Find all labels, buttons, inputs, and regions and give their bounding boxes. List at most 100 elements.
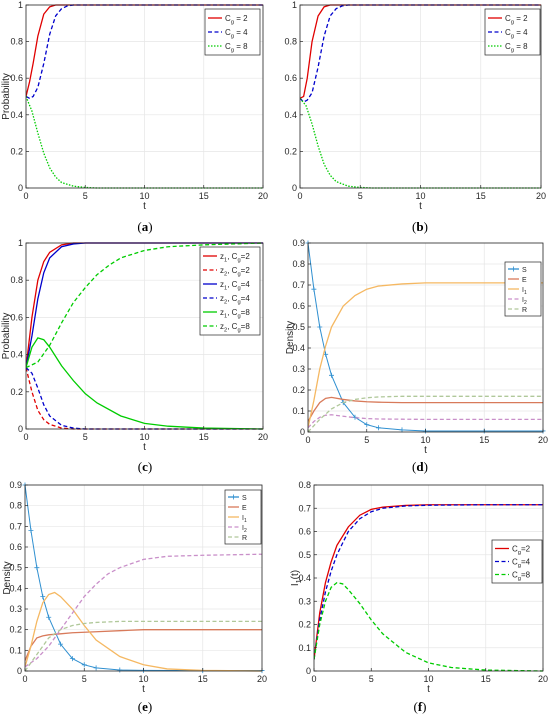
caption-a: (a) <box>137 219 152 234</box>
x-tick-label: 0 <box>22 674 27 684</box>
y-tick-label: 0.6 <box>10 312 23 322</box>
x-tick-label: 0 <box>311 674 316 684</box>
y-tick-label: 0.3 <box>9 604 22 614</box>
y-tick-label: 0.9 <box>9 480 22 490</box>
legend-label: z2, Cg=4 <box>220 294 250 305</box>
y-tick-label: 0.2 <box>292 385 305 395</box>
legend-label: z2, Cg=2 <box>220 266 250 277</box>
panel-e: 0 5 10 15 20 0 0.1 0.2 0.3 0.4 0.5 0.6 0.7 0.8 0.9 t Den… <box>2 480 267 695</box>
series-line-3 <box>26 96 263 189</box>
y-tick-label: 0 <box>292 183 297 193</box>
y-tick-label: 0.6 <box>284 73 297 83</box>
y-tick-label: 0.9 <box>292 238 305 248</box>
legend-label: Cg = 4 <box>505 28 528 39</box>
y-tick-label: 0.8 <box>10 37 23 47</box>
series-line-2 <box>314 504 543 660</box>
caption-d: (d) <box>412 459 428 474</box>
y-tick-label: 0.6 <box>292 301 305 311</box>
x-tick-label: 5 <box>358 191 363 201</box>
y-tick-label: 0.4 <box>9 583 22 593</box>
series-line-2 <box>308 396 543 422</box>
series-line-5 <box>26 337 263 430</box>
y-tick-label: 0 <box>18 424 23 434</box>
panel-f: 0 5 10 15 20 0 0.1 0.2 0.3 0.4 0.5 0.6 0.7 0.8 t I1(t) C… <box>290 480 548 695</box>
x-tick-label: 0 <box>23 191 28 201</box>
legend-label: z1, Cg=8 <box>220 308 250 319</box>
y-tick-label: 0.2 <box>9 625 22 635</box>
x-tick-label: 15 <box>199 191 209 201</box>
series-marker <box>46 614 52 620</box>
y-tick-label: 0 <box>18 183 23 193</box>
x-tick-label: 20 <box>258 191 268 201</box>
x-tick-label: 15 <box>479 435 489 445</box>
x-tick-label: 5 <box>364 435 369 445</box>
x-tick-label: 20 <box>538 674 548 684</box>
y-tick-label: 0.4 <box>284 110 297 120</box>
x-tick-label: 10 <box>138 674 148 684</box>
legend-label: Cg=2 <box>512 545 531 556</box>
legend-marker <box>231 494 236 500</box>
series-marker <box>34 565 40 571</box>
y-tick-label: 0.4 <box>298 573 311 583</box>
y-tick-label: 0.2 <box>284 146 297 156</box>
y-tick-label: 0.8 <box>292 259 305 269</box>
caption-e: (e) <box>138 699 152 714</box>
y-tick-label: 0.6 <box>9 542 22 552</box>
legend-label: E <box>242 505 247 512</box>
legend-box <box>204 8 261 56</box>
y-tick-label: 0.2 <box>10 146 23 156</box>
series-marker <box>376 425 381 431</box>
legend-label: Cg = 2 <box>505 14 528 25</box>
panel-a: 0 5 10 15 20 0 0.2 0.4 0.6 0.8 1 t Probability Cg = 2… <box>1 0 268 212</box>
x-tick-label: 5 <box>369 674 374 684</box>
y-tick-label: 0 <box>300 427 305 437</box>
legend-box <box>504 261 542 317</box>
x-axis-label: t <box>419 201 422 212</box>
x-tick-label: 5 <box>83 432 88 442</box>
legend-label: I1 <box>522 287 527 296</box>
y-tick-label: 1 <box>18 0 23 10</box>
x-tick-label: 10 <box>415 191 425 201</box>
x-tick-label: 20 <box>258 432 268 442</box>
caption-b: (b) <box>412 219 428 234</box>
x-axis-label: t <box>143 442 146 453</box>
y-tick-label: 0 <box>17 666 22 676</box>
x-tick-label: 20 <box>257 674 267 684</box>
legend-label: Cg = 8 <box>505 42 528 53</box>
series-line-5 <box>308 395 543 433</box>
legend-label: I2 <box>522 297 527 306</box>
x-tick-label: 15 <box>199 432 209 442</box>
y-tick-label: 0.8 <box>10 275 23 285</box>
x-tick-label: 10 <box>423 674 433 684</box>
x-tick-label: 5 <box>83 191 88 201</box>
x-axis-label: t <box>427 684 430 695</box>
legend-box <box>491 539 543 584</box>
series-marker <box>311 286 317 292</box>
legend-label: Cg = 2 <box>225 14 248 25</box>
x-tick-label: 10 <box>139 191 149 201</box>
series-marker <box>317 324 323 330</box>
legend-label: I2 <box>242 525 247 534</box>
legend-label: z2, Cg=8 <box>220 322 250 333</box>
x-tick-label: 20 <box>538 435 548 445</box>
series-marker <box>58 641 64 647</box>
y-tick-label: 0.3 <box>292 364 305 374</box>
x-axis-label: t <box>142 684 145 695</box>
y-tick-label: 0.5 <box>292 322 305 332</box>
legend-label: Cg=4 <box>512 558 531 569</box>
legend-label: z1, Cg=4 <box>220 280 250 291</box>
y-tick-label: 0.3 <box>298 596 311 606</box>
x-tick-label: 0 <box>305 435 310 445</box>
legend-label: Cg = 4 <box>225 28 248 39</box>
legend-label: R <box>242 535 247 542</box>
y-axis-label: Density <box>285 321 296 354</box>
series-marker <box>329 372 334 378</box>
legend-label: z1, Cg=2 <box>220 252 250 263</box>
series-line-6 <box>26 242 263 369</box>
y-axis-label: Probability <box>1 73 12 120</box>
y-tick-label: 0.1 <box>298 643 311 653</box>
series-marker <box>117 667 123 673</box>
x-tick-label: 5 <box>82 674 87 684</box>
series-marker <box>28 527 34 533</box>
